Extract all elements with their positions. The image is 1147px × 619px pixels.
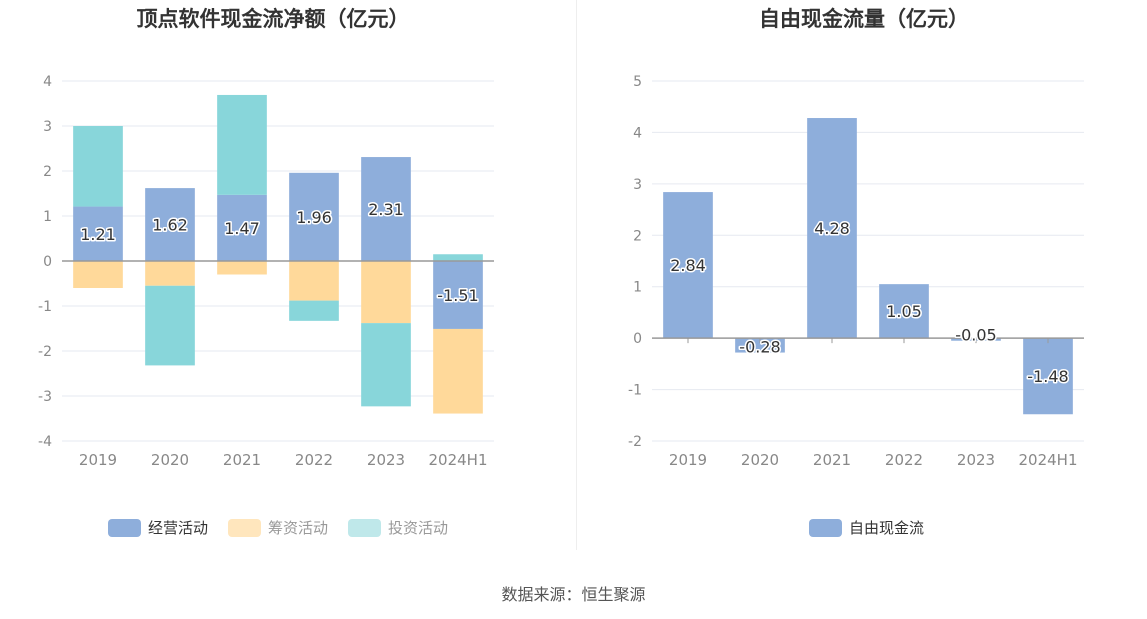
legend-label[interactable]: 自由现金流 xyxy=(849,519,924,537)
bar-value-label: -0.28 xyxy=(739,338,780,357)
y-tick-label: 2 xyxy=(633,228,642,244)
legend-swatch[interactable] xyxy=(809,519,842,537)
bar-value-label: 2.31 xyxy=(368,200,404,219)
y-tick-label: 4 xyxy=(43,74,52,90)
x-tick-label: 2021 xyxy=(813,451,851,469)
bar-value-label: 1.47 xyxy=(224,219,260,238)
legend-swatch[interactable] xyxy=(108,519,141,537)
y-tick-label: 1 xyxy=(43,209,52,225)
x-tick-label: 2020 xyxy=(151,451,189,469)
bar-segment xyxy=(289,300,339,321)
bar-segment xyxy=(433,328,483,414)
bar-segment xyxy=(73,206,123,261)
y-tick-label: 1 xyxy=(633,280,642,296)
bar-segment xyxy=(663,192,713,339)
x-tick-label: 2021 xyxy=(223,451,261,469)
x-tick-label: 2022 xyxy=(885,451,923,469)
chart-title: 顶点软件现金流净额（亿元） xyxy=(137,7,410,31)
bar-value-label: 1.05 xyxy=(886,302,922,321)
y-tick-label: -2 xyxy=(628,434,642,450)
x-tick-label: 2019 xyxy=(79,451,117,469)
legend-label[interactable]: 经营活动 xyxy=(148,519,208,537)
legend-label[interactable]: 投资活动 xyxy=(388,519,448,537)
x-tick-label: 2019 xyxy=(669,451,707,469)
y-tick-label: 3 xyxy=(43,119,52,135)
bar-segment xyxy=(433,254,483,261)
bar-segment xyxy=(433,261,483,329)
bar-segment xyxy=(217,194,267,261)
bar-segment xyxy=(879,284,929,339)
bar-value-label: 1.96 xyxy=(296,208,332,227)
bar-segment xyxy=(145,285,195,366)
bar-value-label: 1.21 xyxy=(80,225,116,244)
bar-value-label: -1.48 xyxy=(1027,367,1068,386)
x-tick-label: 2024H1 xyxy=(1019,451,1078,469)
legend-swatch[interactable] xyxy=(228,519,261,537)
bar-segment xyxy=(361,157,411,261)
y-tick-label: -1 xyxy=(38,299,52,315)
bar-segment xyxy=(735,338,785,353)
bar-segment xyxy=(1023,338,1073,415)
legend-label[interactable]: 筹资活动 xyxy=(268,519,328,537)
y-tick-label: -2 xyxy=(38,344,52,360)
bar-value-label: 2.84 xyxy=(670,256,706,275)
x-tick-label: 2023 xyxy=(367,451,405,469)
y-tick-label: 0 xyxy=(633,331,642,347)
x-tick-label: 2023 xyxy=(957,451,995,469)
bar-segment xyxy=(361,323,411,407)
bar-value-label: 4.28 xyxy=(814,219,850,238)
chart-title: 自由现金流量（亿元） xyxy=(759,7,969,31)
y-tick-label: -3 xyxy=(38,389,52,405)
bar-segment xyxy=(217,261,267,275)
bar-segment xyxy=(289,172,339,261)
y-tick-label: 5 xyxy=(633,74,642,90)
free-cash-flow-chart: 自由现金流量（亿元） 5 4 3 2 1 0 -1 -2 2019 2020 2021 2022 2023… xyxy=(628,7,1084,537)
bar-value-label: -1.51 xyxy=(437,286,478,305)
bar-value-label: 1.62 xyxy=(152,216,188,235)
bar-segment xyxy=(145,188,195,261)
y-tick-label: 4 xyxy=(633,125,642,141)
legend-swatch[interactable] xyxy=(348,519,381,537)
bar-segment xyxy=(289,261,339,301)
x-tick-label: 2022 xyxy=(295,451,333,469)
bar-segment xyxy=(73,126,123,207)
y-tick-label: 2 xyxy=(43,164,52,180)
bar-segment xyxy=(361,261,411,324)
data-source-note: 数据来源：恒生聚源 xyxy=(501,585,646,604)
x-tick-label: 2024H1 xyxy=(429,451,488,469)
chart-divider xyxy=(576,0,577,550)
y-tick-label: -1 xyxy=(628,383,642,399)
y-tick-label: 0 xyxy=(43,254,52,270)
x-tick-label: 2020 xyxy=(741,451,779,469)
y-tick-label: -4 xyxy=(38,434,52,450)
bar-segment xyxy=(807,118,857,339)
bar-segment xyxy=(145,261,195,286)
bar-segment xyxy=(73,261,123,288)
cash-flow-net-chart: 顶点软件现金流净额（亿元） 4 3 2 1 0 -1 -2 -3 -4 2019 2020 2021 20… xyxy=(38,7,494,537)
y-tick-label: 3 xyxy=(633,177,642,193)
bar-segment xyxy=(217,94,267,195)
bar-value-label: -0.05 xyxy=(955,326,996,345)
